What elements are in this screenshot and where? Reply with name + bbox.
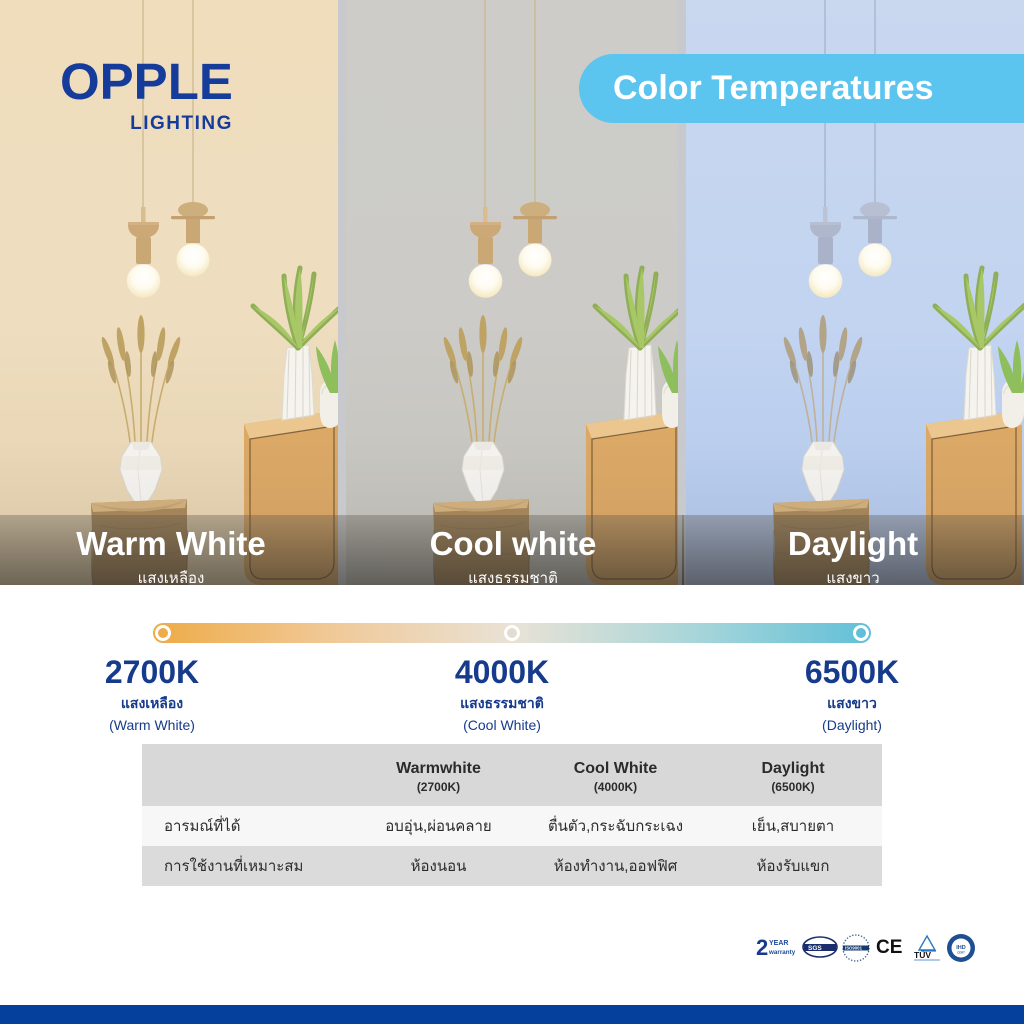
svg-text:CE: CE	[876, 937, 902, 957]
svg-text:YEAR: YEAR	[769, 940, 788, 947]
svg-text:CERT: CERT	[957, 951, 965, 955]
svg-text:ISO9001: ISO9001	[845, 945, 863, 950]
svg-text:2: 2	[756, 935, 768, 960]
svg-text:SGS: SGS	[808, 945, 822, 952]
svg-text:warranty: warranty	[768, 949, 796, 956]
svg-text:TÜV: TÜV	[914, 950, 931, 960]
